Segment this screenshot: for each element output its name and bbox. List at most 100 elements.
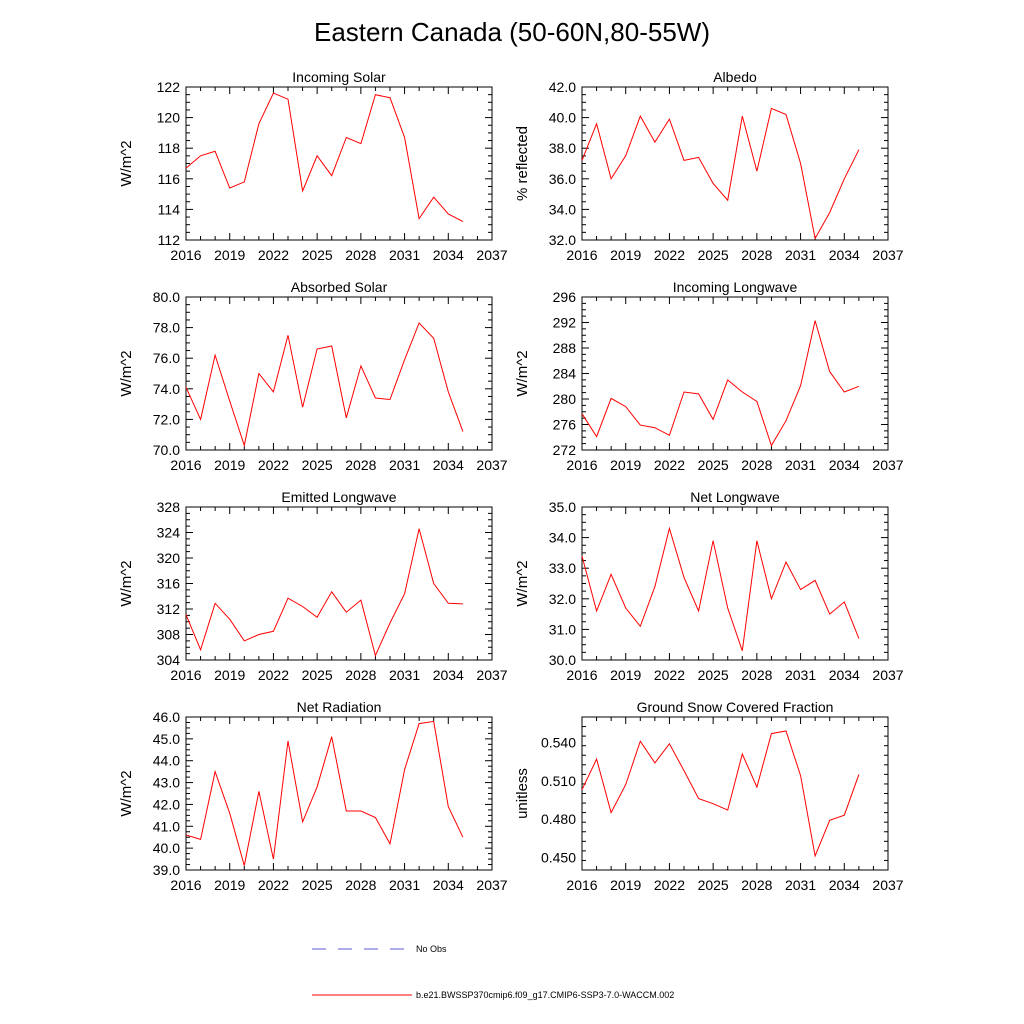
y-tick-label: 118 xyxy=(158,140,181,156)
x-tick-label: 2019 xyxy=(214,667,245,683)
x-tick-label: 2031 xyxy=(785,877,816,893)
plot-frame xyxy=(581,716,889,871)
panel-4: Emitted Longwave W/m^2 2016 2019 2022 2025 202… xyxy=(118,489,508,683)
y-tick-label: 76.0 xyxy=(153,350,180,366)
x-tick-label: 2034 xyxy=(829,667,860,683)
x-tick-label: 2016 xyxy=(170,667,201,683)
y-tick-label: 30.0 xyxy=(549,652,576,668)
x-tick-label: 2037 xyxy=(872,877,903,893)
plot-frame xyxy=(185,86,493,241)
panel-title: Absorbed Solar xyxy=(291,279,388,295)
x-tick-label: 2022 xyxy=(654,457,685,473)
x-tick-label: 2031 xyxy=(389,667,420,683)
x-tick-label: 2037 xyxy=(476,877,507,893)
x-tick-label: 2028 xyxy=(345,667,376,683)
y-axis-label: W/m^2 xyxy=(514,560,531,606)
x-tick-label: 2022 xyxy=(258,667,289,683)
y-tick-label: 42.0 xyxy=(549,79,576,95)
y-tick-label: 74.0 xyxy=(153,381,180,397)
series-line xyxy=(581,107,860,240)
x-tick-label: 2031 xyxy=(389,877,420,893)
y-tick-label: 116 xyxy=(158,171,181,187)
plot-frame xyxy=(185,296,493,451)
series-line xyxy=(581,526,860,651)
y-tick-label: 312 xyxy=(157,601,181,617)
x-tick-label: 2019 xyxy=(610,877,641,893)
legend-label-model: b.e21.BWSSP370cmip6.f09_g17.CMIP6-SSP3-7… xyxy=(416,990,674,1000)
y-tick-label: 43.0 xyxy=(153,775,180,791)
panel-title: Emitted Longwave xyxy=(281,489,396,505)
y-tick-label: 46.0 xyxy=(153,709,180,725)
y-tick-label: 296 xyxy=(553,289,577,305)
x-tick-label: 2025 xyxy=(302,667,333,683)
x-tick-label: 2022 xyxy=(258,247,289,263)
y-tick-label: 42.0 xyxy=(153,796,180,812)
panel-title: Net Longwave xyxy=(690,489,780,505)
x-tick-label: 2037 xyxy=(476,457,507,473)
y-tick-label: 292 xyxy=(553,315,577,331)
series-line xyxy=(581,320,860,447)
figure-title: Eastern Canada (50-60N,80-55W) xyxy=(314,17,710,47)
y-tick-label: 120 xyxy=(157,110,181,126)
x-tick-label: 2025 xyxy=(698,247,729,263)
y-tick-label: 45.0 xyxy=(153,731,180,747)
y-tick-label: 328 xyxy=(157,499,181,515)
x-tick-label: 2028 xyxy=(345,247,376,263)
x-tick-label: 2025 xyxy=(698,667,729,683)
x-tick-label: 2022 xyxy=(258,457,289,473)
series-line xyxy=(185,322,464,448)
x-tick-label: 2031 xyxy=(785,457,816,473)
x-tick-label: 2037 xyxy=(872,667,903,683)
y-axis-label: unitless xyxy=(514,768,531,819)
y-tick-label: 40.0 xyxy=(153,840,180,856)
x-tick-label: 2025 xyxy=(698,457,729,473)
x-tick-label: 2028 xyxy=(741,457,772,473)
panel-title: Incoming Solar xyxy=(292,69,386,85)
y-tick-label: 308 xyxy=(157,627,181,643)
y-tick-label: 40.0 xyxy=(549,110,576,126)
y-axis-label: W/m^2 xyxy=(118,560,135,606)
series-line xyxy=(185,720,464,866)
y-tick-label: 35.0 xyxy=(549,499,576,515)
legend: No Obs b.e21.BWSSP370cmip6.f09_g17.CMIP6… xyxy=(312,944,674,1000)
x-tick-label: 2028 xyxy=(741,877,772,893)
x-tick-label: 2028 xyxy=(345,877,376,893)
x-tick-label: 2037 xyxy=(872,457,903,473)
x-tick-label: 2022 xyxy=(654,667,685,683)
x-tick-label: 2037 xyxy=(476,247,507,263)
x-tick-label: 2022 xyxy=(258,877,289,893)
y-axis-label: W/m^2 xyxy=(118,140,135,186)
panel-5: Net Longwave W/m^2 2016 2019 2022 2025 2028 203… xyxy=(514,489,904,683)
series-line xyxy=(185,528,463,657)
y-axis-label: W/m^2 xyxy=(118,770,135,816)
y-tick-label: 0.540 xyxy=(541,735,576,751)
x-tick-label: 2028 xyxy=(741,247,772,263)
x-tick-label: 2019 xyxy=(214,877,245,893)
panel-title: Incoming Longwave xyxy=(673,279,798,295)
x-tick-label: 2016 xyxy=(170,877,201,893)
y-tick-label: 72.0 xyxy=(153,411,180,427)
x-tick-label: 2016 xyxy=(170,247,201,263)
x-tick-label: 2019 xyxy=(214,247,245,263)
panel-1: Albedo % reflected 2016 2019 2022 2025 2028 203… xyxy=(514,69,904,263)
y-tick-label: 304 xyxy=(157,652,181,668)
x-tick-label: 2031 xyxy=(785,247,816,263)
y-tick-label: 288 xyxy=(553,340,577,356)
plot-frame xyxy=(581,86,889,241)
series-line xyxy=(581,730,860,858)
y-tick-label: 39.0 xyxy=(153,862,180,878)
x-tick-label: 2019 xyxy=(610,247,641,263)
y-tick-label: 32.0 xyxy=(549,591,576,607)
panel-3: Incoming Longwave W/m^2 2016 2019 2022 2025 20… xyxy=(514,279,904,473)
x-tick-label: 2016 xyxy=(566,877,597,893)
x-tick-label: 2025 xyxy=(698,877,729,893)
x-tick-label: 2016 xyxy=(566,457,597,473)
x-tick-label: 2034 xyxy=(433,247,464,263)
y-tick-label: 0.450 xyxy=(541,849,576,865)
x-tick-label: 2034 xyxy=(433,667,464,683)
y-tick-label: 320 xyxy=(157,550,181,566)
panel-6: Net Radiation W/m^2 2016 2019 2022 2025 2028 20… xyxy=(118,699,508,893)
x-tick-label: 2034 xyxy=(829,247,860,263)
y-tick-label: 272 xyxy=(553,442,577,458)
y-tick-label: 31.0 xyxy=(549,621,576,637)
